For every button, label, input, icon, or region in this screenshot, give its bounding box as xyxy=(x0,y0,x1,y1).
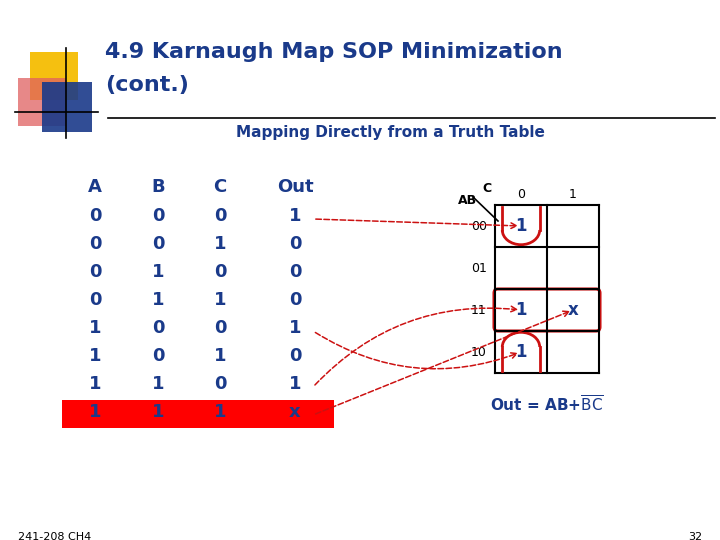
Text: 0: 0 xyxy=(214,375,226,393)
Text: x: x xyxy=(289,403,301,421)
Text: Out = AB+$\overline{\rm B}\overline{\rm C}$: Out = AB+$\overline{\rm B}\overline{\rm … xyxy=(490,395,604,415)
Text: 00: 00 xyxy=(471,219,487,233)
Text: Mapping Directly from a Truth Table: Mapping Directly from a Truth Table xyxy=(235,125,544,140)
Text: 1: 1 xyxy=(516,343,527,361)
Text: 1: 1 xyxy=(569,188,577,201)
Text: C: C xyxy=(482,183,492,195)
Text: 0: 0 xyxy=(89,235,102,253)
Text: B: B xyxy=(151,178,165,196)
Text: 10: 10 xyxy=(471,346,487,359)
Text: 0: 0 xyxy=(289,235,301,253)
Text: 1: 1 xyxy=(516,217,527,235)
Text: 11: 11 xyxy=(471,303,487,316)
Text: 0: 0 xyxy=(152,207,164,225)
Text: x: x xyxy=(567,301,578,319)
Text: 1: 1 xyxy=(89,403,102,421)
Text: 0: 0 xyxy=(517,188,525,201)
Text: 0: 0 xyxy=(214,207,226,225)
Text: 0: 0 xyxy=(152,235,164,253)
Text: C: C xyxy=(213,178,227,196)
Text: 1: 1 xyxy=(289,319,301,337)
Text: 0: 0 xyxy=(89,263,102,281)
Text: 1: 1 xyxy=(89,375,102,393)
Text: 0: 0 xyxy=(89,291,102,309)
Text: 1: 1 xyxy=(89,319,102,337)
Bar xyxy=(62,400,334,428)
Bar xyxy=(18,78,66,126)
Text: 1: 1 xyxy=(152,263,164,281)
Text: 4.9 Karnaugh Map SOP Minimization: 4.9 Karnaugh Map SOP Minimization xyxy=(105,42,562,62)
Text: 1: 1 xyxy=(214,347,226,365)
Text: 241-208 CH4: 241-208 CH4 xyxy=(18,532,91,540)
Text: 0: 0 xyxy=(152,319,164,337)
Text: 1: 1 xyxy=(152,291,164,309)
Text: 0: 0 xyxy=(289,347,301,365)
Text: 0: 0 xyxy=(289,291,301,309)
Text: 0: 0 xyxy=(214,319,226,337)
Text: 1: 1 xyxy=(289,375,301,393)
Bar xyxy=(30,52,78,100)
Text: Out: Out xyxy=(276,178,313,196)
Text: 1: 1 xyxy=(289,207,301,225)
Text: 1: 1 xyxy=(89,347,102,365)
Text: 0: 0 xyxy=(214,263,226,281)
Text: 1: 1 xyxy=(214,403,226,421)
Text: 1: 1 xyxy=(214,291,226,309)
Text: 1: 1 xyxy=(152,403,164,421)
Text: 32: 32 xyxy=(688,532,702,540)
Text: 0: 0 xyxy=(289,263,301,281)
Text: 01: 01 xyxy=(471,261,487,274)
Text: AB: AB xyxy=(457,194,477,207)
Bar xyxy=(42,82,92,132)
Text: (cont.): (cont.) xyxy=(105,75,189,95)
Text: 0: 0 xyxy=(89,207,102,225)
Text: 1: 1 xyxy=(516,301,527,319)
Text: 0: 0 xyxy=(152,347,164,365)
Text: 1: 1 xyxy=(214,235,226,253)
Text: 1: 1 xyxy=(152,375,164,393)
Text: A: A xyxy=(88,178,102,196)
